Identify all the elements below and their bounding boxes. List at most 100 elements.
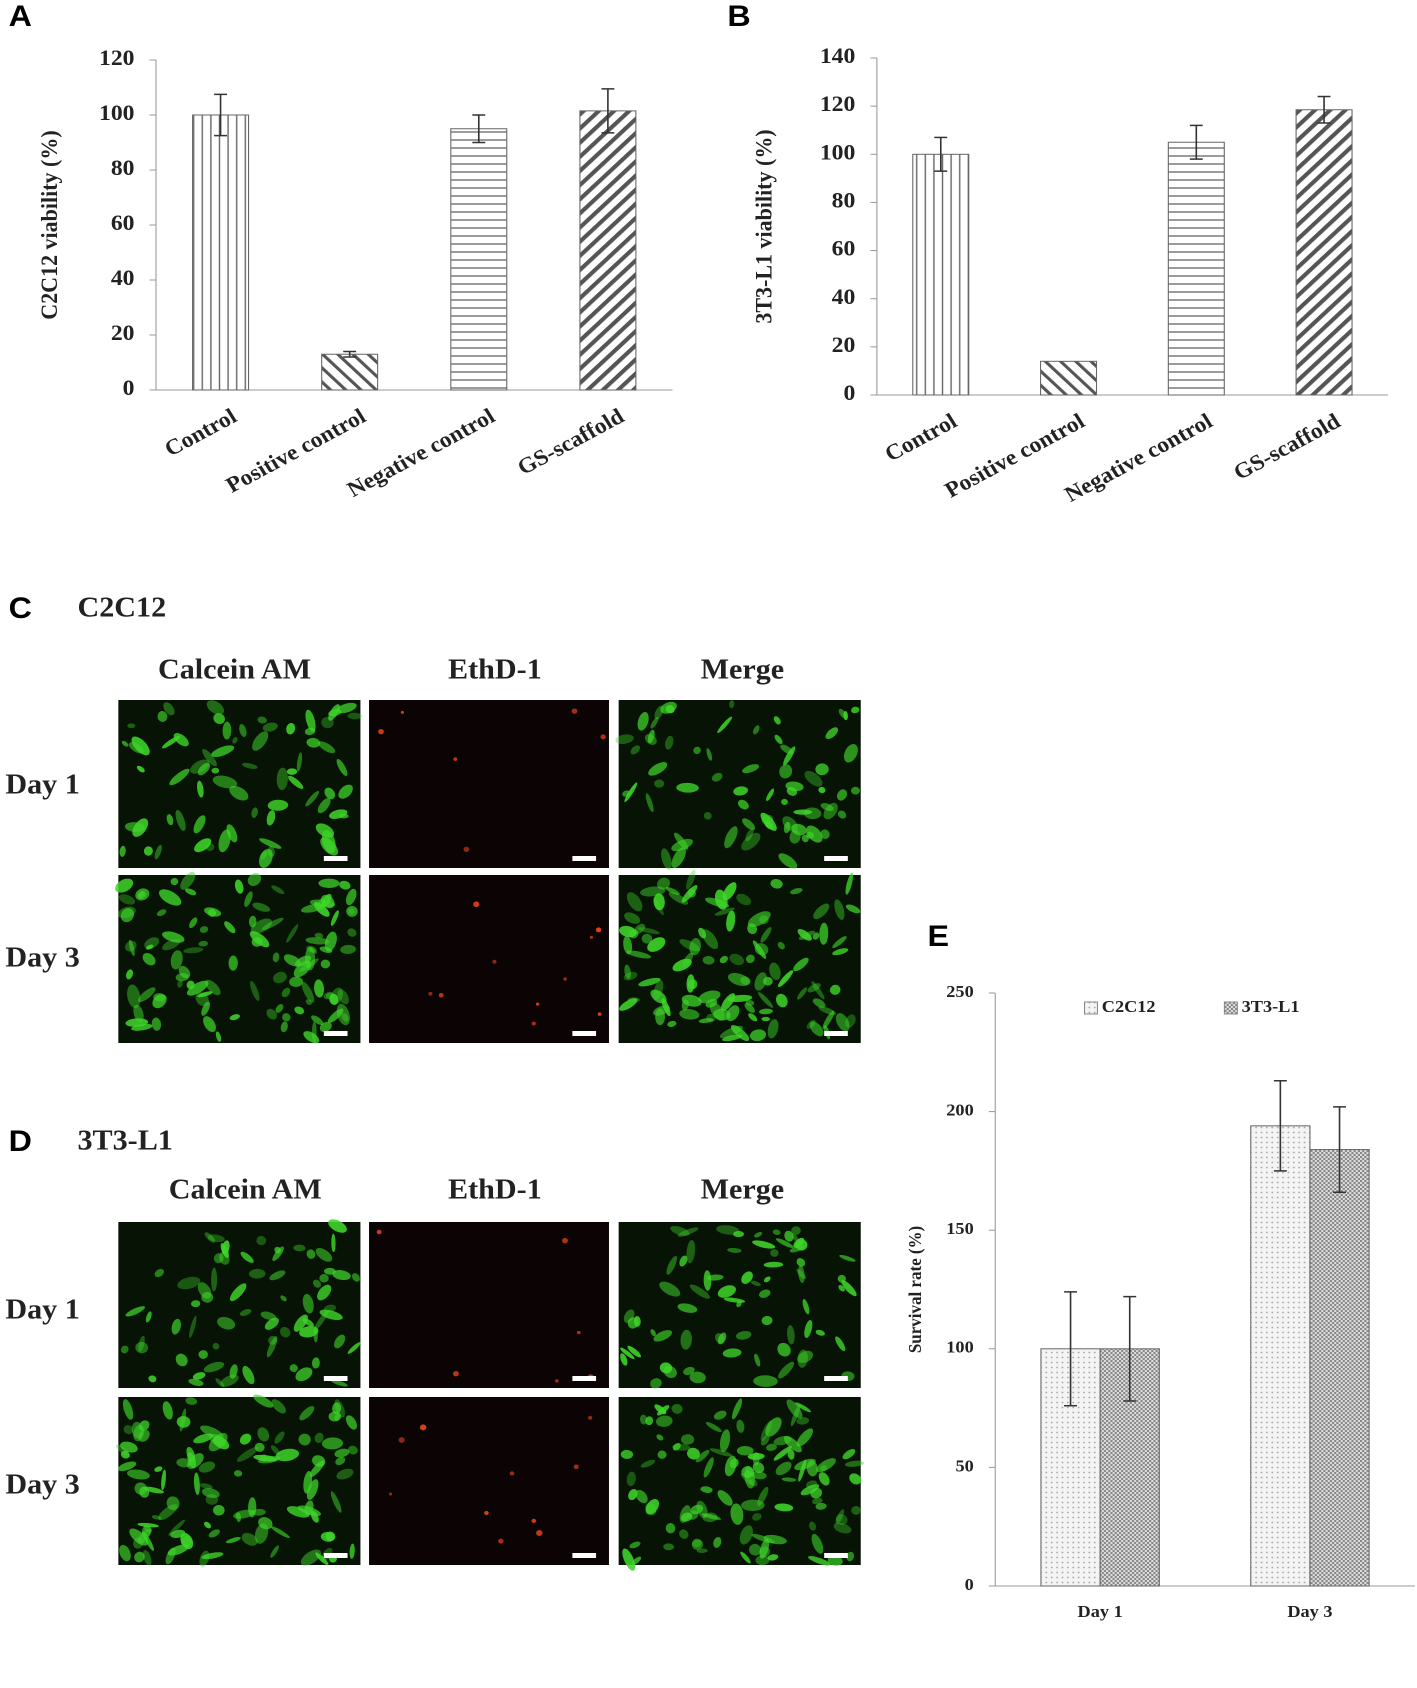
cell	[773, 1446, 792, 1461]
cell	[319, 1274, 329, 1283]
cell	[266, 810, 276, 826]
cell	[630, 745, 640, 755]
bar	[1167, 141, 1225, 396]
cell	[744, 1470, 752, 1479]
cell	[846, 1551, 855, 1562]
cell	[713, 1410, 727, 1420]
cell	[654, 705, 664, 720]
cell	[166, 814, 174, 826]
cell	[747, 911, 771, 927]
cell	[812, 998, 826, 1008]
cell	[745, 828, 754, 842]
cell	[619, 998, 638, 1011]
cell	[193, 1433, 214, 1444]
cell	[270, 1445, 280, 1455]
scale-bar	[323, 1031, 348, 1036]
cell	[620, 1347, 635, 1360]
cell	[778, 1361, 795, 1379]
cell	[623, 1309, 635, 1323]
cell	[733, 786, 748, 796]
cell	[691, 1539, 704, 1550]
cell	[664, 735, 674, 750]
error-bar	[472, 114, 486, 144]
y-tick-label: 0	[965, 1574, 974, 1593]
x-tick-label: Control	[160, 404, 241, 461]
cell	[629, 1541, 641, 1549]
cell	[189, 917, 198, 929]
cell	[163, 702, 175, 716]
y-tick-label: 20	[111, 321, 135, 345]
cell	[154, 1268, 165, 1278]
cell	[274, 1431, 285, 1444]
cell	[851, 786, 860, 795]
panel-label: D	[9, 1124, 32, 1158]
cell	[347, 1445, 358, 1455]
cell	[536, 1530, 543, 1537]
cell	[797, 1349, 808, 1368]
cell	[269, 1270, 286, 1281]
cell	[247, 873, 262, 886]
cell	[330, 910, 339, 926]
cell	[330, 1379, 348, 1387]
cell	[736, 1419, 745, 1433]
cell	[763, 1276, 771, 1283]
cell	[813, 903, 830, 920]
cell	[296, 752, 303, 772]
cell	[334, 1334, 346, 1349]
scale-bar	[824, 1031, 848, 1036]
bar	[579, 110, 637, 391]
cell	[800, 1484, 820, 1496]
cell	[737, 799, 749, 810]
cell	[180, 871, 196, 890]
cell	[183, 947, 204, 954]
cell	[142, 953, 156, 966]
cell	[693, 746, 701, 755]
cell	[686, 1240, 696, 1264]
cell	[313, 1328, 318, 1343]
cell	[838, 1284, 845, 1292]
cell	[644, 733, 657, 745]
cell	[573, 1464, 579, 1470]
cell	[730, 1503, 744, 1525]
cell	[654, 779, 665, 788]
cell	[822, 1010, 835, 1030]
cell	[258, 1517, 273, 1530]
cell	[168, 1519, 186, 1536]
row-label: Day 3	[5, 942, 79, 973]
cell	[676, 782, 699, 793]
cell	[115, 1444, 130, 1458]
cell	[665, 886, 680, 895]
cell	[719, 1429, 731, 1453]
cell	[717, 716, 733, 733]
cell	[294, 1006, 305, 1015]
cell	[760, 1435, 770, 1446]
micrograph	[369, 1397, 609, 1565]
cell	[303, 1031, 320, 1044]
cell	[793, 809, 813, 815]
cell	[141, 1525, 152, 1537]
cell	[334, 1448, 350, 1458]
cell	[715, 1333, 725, 1344]
cell	[589, 935, 594, 939]
cell	[659, 1362, 673, 1374]
cell	[252, 731, 269, 751]
cell	[727, 1247, 742, 1253]
panel-label: B	[727, 0, 750, 33]
cell	[254, 1442, 265, 1452]
cell	[645, 1416, 654, 1426]
cell	[736, 1445, 754, 1456]
cell	[288, 775, 304, 789]
cell	[638, 977, 661, 987]
y-tick-label: 40	[832, 285, 856, 309]
scale-bar	[323, 856, 348, 861]
cell	[595, 927, 602, 933]
cell	[127, 984, 141, 1009]
cell	[806, 1460, 818, 1477]
micrograph	[118, 700, 362, 869]
cell	[845, 1460, 864, 1467]
error-bar	[601, 88, 615, 134]
cell	[212, 1342, 220, 1350]
cell	[770, 1249, 779, 1257]
cell	[732, 1398, 743, 1420]
cell	[222, 721, 232, 740]
